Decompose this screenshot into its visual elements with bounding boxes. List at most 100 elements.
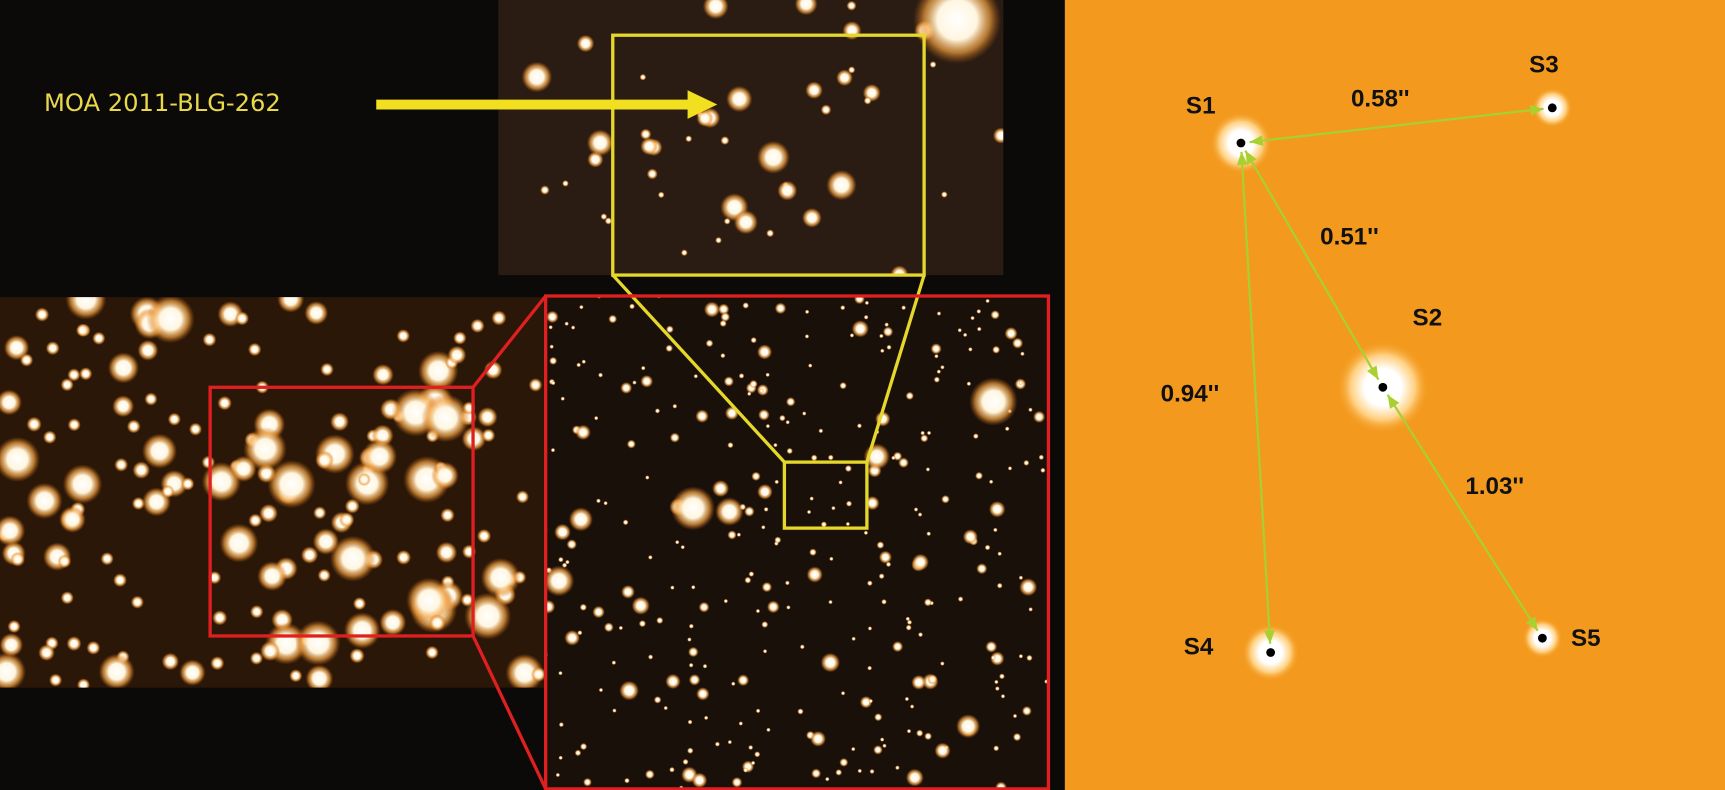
separation-label: 0.51'' bbox=[1320, 223, 1379, 250]
arrow-head bbox=[1529, 104, 1544, 116]
star bbox=[682, 758, 689, 765]
top-stars bbox=[521, 0, 1004, 276]
zoom-stars bbox=[544, 294, 1049, 790]
star bbox=[698, 601, 710, 613]
star bbox=[863, 314, 869, 320]
red-box-large bbox=[544, 294, 1051, 790]
arrow-line bbox=[1386, 394, 1539, 632]
star bbox=[3, 334, 30, 361]
star bbox=[750, 337, 757, 344]
star bbox=[941, 191, 948, 198]
star bbox=[247, 342, 262, 357]
arrow-head bbox=[1249, 135, 1264, 147]
star bbox=[137, 339, 159, 361]
star bbox=[913, 0, 1002, 64]
star bbox=[755, 708, 761, 714]
star bbox=[583, 777, 592, 787]
zoom-line bbox=[865, 274, 926, 463]
star bbox=[920, 434, 929, 443]
star bbox=[845, 500, 853, 507]
star bbox=[976, 563, 988, 575]
star bbox=[717, 303, 730, 315]
star bbox=[665, 325, 674, 334]
star bbox=[827, 454, 834, 461]
arrow-head bbox=[1245, 150, 1257, 165]
target-label: MOA 2011-BLG-262 bbox=[44, 89, 281, 117]
star bbox=[857, 768, 863, 774]
star bbox=[702, 663, 708, 669]
star bbox=[60, 378, 74, 392]
star bbox=[277, 297, 305, 313]
star bbox=[640, 374, 654, 388]
star bbox=[406, 577, 452, 624]
star bbox=[957, 596, 964, 602]
star bbox=[856, 423, 862, 429]
star bbox=[794, 0, 818, 16]
star bbox=[809, 496, 814, 501]
star bbox=[112, 395, 135, 418]
star bbox=[880, 348, 885, 354]
star bbox=[926, 531, 932, 537]
star bbox=[851, 636, 856, 641]
star bbox=[840, 305, 846, 311]
star bbox=[313, 506, 327, 520]
star bbox=[693, 373, 699, 379]
arrow-line bbox=[1240, 151, 1272, 644]
star bbox=[940, 365, 945, 370]
star bbox=[540, 185, 550, 195]
star bbox=[785, 420, 790, 425]
star bbox=[846, 0, 857, 11]
star bbox=[76, 678, 91, 688]
star bbox=[550, 447, 556, 453]
star bbox=[927, 674, 938, 685]
star bbox=[985, 640, 998, 653]
arrow-head bbox=[1367, 365, 1379, 380]
star bbox=[305, 664, 334, 688]
star bbox=[141, 433, 178, 469]
star bbox=[357, 472, 371, 487]
star bbox=[43, 430, 57, 444]
star bbox=[576, 34, 595, 53]
star bbox=[604, 217, 613, 225]
star bbox=[126, 419, 141, 434]
star bbox=[1007, 466, 1013, 471]
star bbox=[570, 325, 576, 330]
star bbox=[873, 745, 883, 755]
star bbox=[113, 573, 128, 588]
star bbox=[551, 380, 556, 386]
star bbox=[703, 715, 709, 721]
star bbox=[491, 310, 507, 326]
star bbox=[600, 213, 608, 220]
star bbox=[675, 539, 680, 545]
star bbox=[970, 315, 975, 321]
star bbox=[806, 509, 812, 515]
star bbox=[1018, 653, 1024, 659]
star bbox=[905, 624, 912, 631]
star bbox=[754, 751, 761, 758]
star bbox=[60, 591, 74, 605]
star bbox=[645, 475, 650, 480]
star bbox=[440, 507, 455, 523]
star bbox=[579, 304, 584, 310]
star bbox=[799, 644, 805, 650]
star bbox=[691, 772, 708, 789]
star bbox=[733, 210, 758, 235]
star bbox=[648, 555, 653, 560]
star bbox=[631, 596, 650, 615]
star bbox=[785, 580, 790, 586]
star bbox=[929, 61, 937, 68]
star bbox=[49, 673, 63, 687]
star bbox=[131, 496, 146, 511]
star bbox=[1028, 407, 1033, 413]
star bbox=[972, 433, 979, 440]
star bbox=[685, 135, 693, 143]
star-label: S1 bbox=[1186, 92, 1216, 119]
star bbox=[640, 137, 658, 156]
star bbox=[161, 652, 180, 671]
star bbox=[603, 622, 614, 633]
star bbox=[925, 467, 931, 472]
star bbox=[957, 328, 962, 333]
star bbox=[863, 530, 869, 536]
star bbox=[744, 576, 752, 584]
star bbox=[560, 396, 565, 401]
